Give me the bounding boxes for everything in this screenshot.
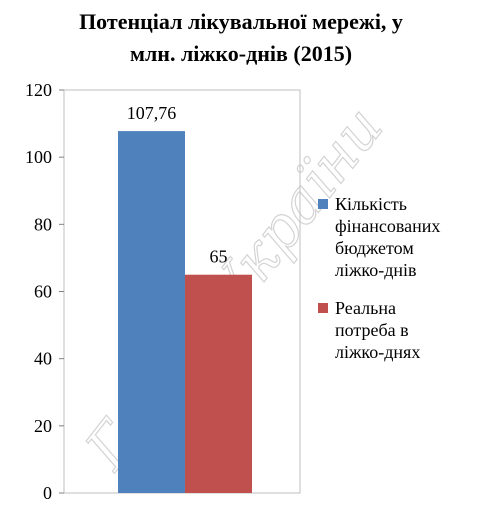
legend-label-2: Реальна потреба в ліжко-днях <box>335 298 420 362</box>
bar-series-2 <box>185 274 252 493</box>
y-tick-label: 0 <box>43 483 52 503</box>
y-tick-label: 100 <box>25 147 52 167</box>
legend-swatch-1 <box>318 199 328 209</box>
y-tick-label: 120 <box>25 80 52 100</box>
bars <box>118 131 252 493</box>
y-tick-label: 60 <box>34 282 52 302</box>
chart-title-line-2: млн. ліжко-днів (2015) <box>129 41 353 66</box>
data-label-series-2: 65 <box>210 247 228 267</box>
data-labels: 107,76 65 <box>127 103 228 267</box>
y-tick-label: 80 <box>34 214 52 234</box>
chart-title: Потенціал лікувальної мережі, у млн. ліж… <box>0 6 482 70</box>
chart-title-line-1: Потенціал лікувальної мережі, у <box>79 9 403 34</box>
legend-label-1: Кількість фінансованих бюджетом ліжко-днів <box>335 194 440 280</box>
legend-entry-1: Кількість фінансованих бюджетом ліжко-днів <box>318 194 440 280</box>
y-tick-label: 20 <box>34 416 52 436</box>
bar-series-1 <box>118 131 185 493</box>
legend: Кількість фінансованих бюджетом ліжко-днів Р… <box>318 194 440 362</box>
legend-entry-2: Реальна потреба в ліжко-днях <box>318 298 420 362</box>
y-tick-label: 40 <box>34 349 52 369</box>
data-label-series-1: 107,76 <box>127 103 177 123</box>
legend-swatch-2 <box>318 303 328 313</box>
